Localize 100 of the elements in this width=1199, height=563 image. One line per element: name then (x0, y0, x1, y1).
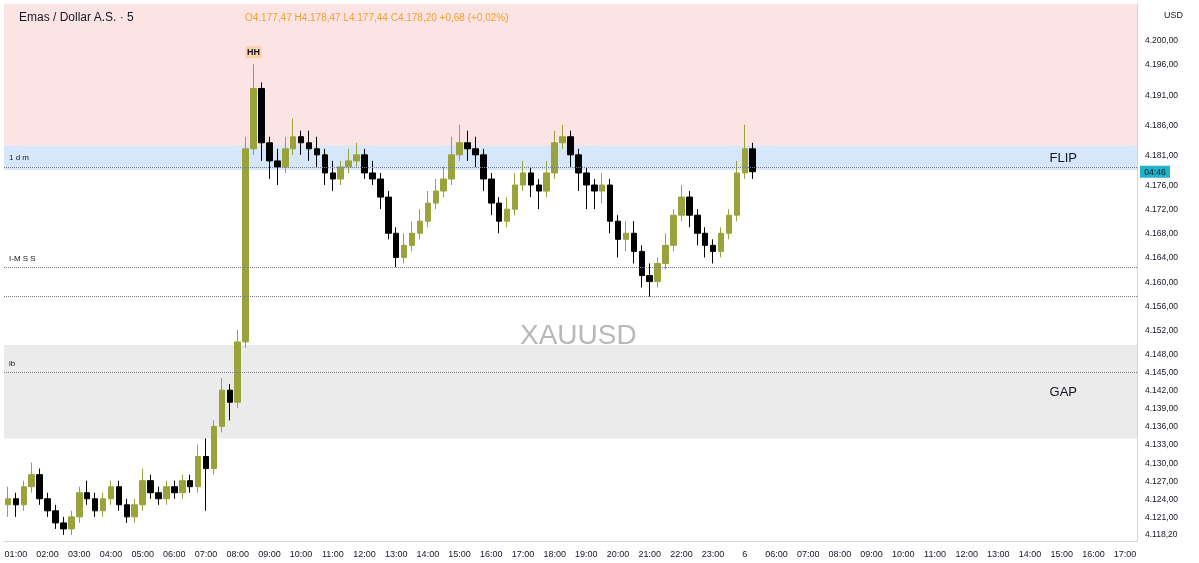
x-tick-label: 09:00 (860, 548, 883, 559)
y-tick-label: 4.121,00 (1145, 511, 1179, 522)
y-tick-label: 4.152,00 (1145, 324, 1179, 335)
x-tick-label: 02:00 (36, 548, 59, 559)
y-tick-label: 4.139,00 (1145, 403, 1179, 414)
candlestick (203, 437, 209, 512)
x-tick-label: 10:00 (289, 548, 313, 559)
y-tick-label: 4.191,00 (1145, 89, 1179, 100)
y-tick-label: 4.186,00 (1145, 119, 1179, 130)
candlestick (528, 166, 534, 198)
candlestick (710, 238, 716, 264)
x-tick-label: 15:00 (1050, 548, 1073, 559)
y-tick-label: 4.133,00 (1145, 439, 1179, 450)
y-tick-label: 4.160,00 (1145, 276, 1179, 287)
candlestick (631, 220, 637, 264)
annotation: XAUUSD (520, 318, 637, 350)
x-tick-label: 06:00 (163, 548, 186, 559)
candlestick (211, 419, 217, 476)
candlestick (171, 480, 178, 500)
y-tick-label: 4.136,00 (1145, 421, 1179, 432)
x-tick-label: 03:00 (68, 548, 91, 559)
candlestick (599, 172, 605, 204)
candlestick (536, 178, 542, 210)
x-tick-label: 17:00 (511, 548, 535, 559)
x-tick-label: 16:00 (480, 548, 503, 559)
x-tick-label: 07:00 (796, 548, 820, 559)
candlestick (409, 220, 415, 252)
candlestick (124, 498, 130, 524)
candlestick (607, 178, 613, 234)
x-tick-label: 13:00 (384, 548, 408, 559)
candlestick (298, 130, 304, 156)
ref-line-label: I-M S S (9, 253, 36, 263)
x-tick-label: 18:00 (543, 548, 566, 559)
candlestick (219, 377, 225, 433)
candlestick (92, 492, 98, 518)
x-tick-label: 11:00 (321, 548, 344, 559)
x-tick-label: 10:00 (892, 548, 915, 559)
x-tick-label: 11:00 (924, 548, 946, 559)
x-tick-label: 15:00 (448, 548, 471, 559)
candlestick (504, 196, 510, 228)
candlestick (742, 124, 748, 180)
x-tick-label: 17:00 (1113, 548, 1137, 559)
candlestick (401, 232, 407, 264)
candlestick (227, 383, 233, 421)
candlestick (417, 208, 423, 240)
y-tick-label: 4.200,00 (1145, 35, 1179, 46)
x-tick-label: 13:00 (987, 548, 1010, 559)
candlestick (187, 474, 193, 494)
candlestick (314, 136, 320, 168)
x-tick-label: 23:00 (701, 548, 725, 559)
candlestick (512, 172, 518, 216)
x-tick-label: 08:00 (226, 548, 249, 559)
candlestick (306, 130, 312, 162)
x-tick-label: 6 (742, 548, 748, 559)
candlestick (615, 214, 621, 258)
y-tick-label: 4.168,00 (1145, 228, 1179, 239)
x-tick-label: 08:00 (828, 548, 852, 559)
y-tick-label: 4.176,00 (1145, 180, 1179, 191)
y-tick-label: 4.181,00 (1145, 149, 1179, 160)
x-tick-label: 14:00 (1018, 548, 1042, 559)
y-tick-label: 4.172,00 (1145, 204, 1179, 215)
y-tick-label: 4.127,00 (1145, 475, 1179, 486)
y-tick-label: 4.156,00 (1145, 300, 1179, 311)
y-tick-label: 4.145,00 (1145, 367, 1179, 378)
candlestick (108, 480, 114, 506)
candlestick (520, 160, 526, 192)
x-tick-label: 22:00 (670, 548, 693, 559)
candlestick (5, 486, 11, 518)
candlestick (726, 208, 732, 240)
annotation: HH (247, 47, 261, 58)
y-tick-label: 4.142,00 (1145, 385, 1179, 396)
ref-line-label: 1 d m (9, 153, 30, 163)
candlestick (749, 142, 756, 180)
x-tick-label: 07:00 (194, 548, 218, 559)
annotation: 04:46 (1144, 166, 1166, 177)
y-tick-label: 4.118,20 (1145, 528, 1178, 539)
candlestick (179, 474, 186, 500)
x-tick-label: 20:00 (606, 548, 630, 559)
x-tick-label: 21:00 (638, 548, 661, 559)
x-tick-label: 12:00 (955, 548, 978, 559)
y-tick-label: 4.124,00 (1145, 493, 1179, 504)
band-label: FLIP (1049, 150, 1077, 166)
band-label: GAP (1049, 384, 1077, 400)
y-tick-label: 4.196,00 (1145, 59, 1179, 70)
x-tick-label: 12:00 (353, 548, 376, 559)
x-tick-label: 16:00 (1082, 548, 1105, 559)
candlestick (718, 226, 724, 258)
candlestick (734, 160, 740, 222)
candlestick (163, 480, 170, 506)
ref-line-label: ib (9, 358, 16, 368)
candlestick (425, 190, 431, 228)
x-tick-label: 05:00 (131, 548, 154, 559)
candlestick (116, 480, 122, 512)
x-tick-label: 09:00 (258, 548, 281, 559)
x-tick-label: 06:00 (765, 548, 788, 559)
x-tick-label: 01:00 (4, 548, 28, 559)
x-tick-label: 19:00 (575, 548, 598, 559)
candlestick (330, 160, 336, 192)
candlestick (100, 492, 106, 518)
y-tick-label: 4.148,00 (1145, 348, 1179, 359)
